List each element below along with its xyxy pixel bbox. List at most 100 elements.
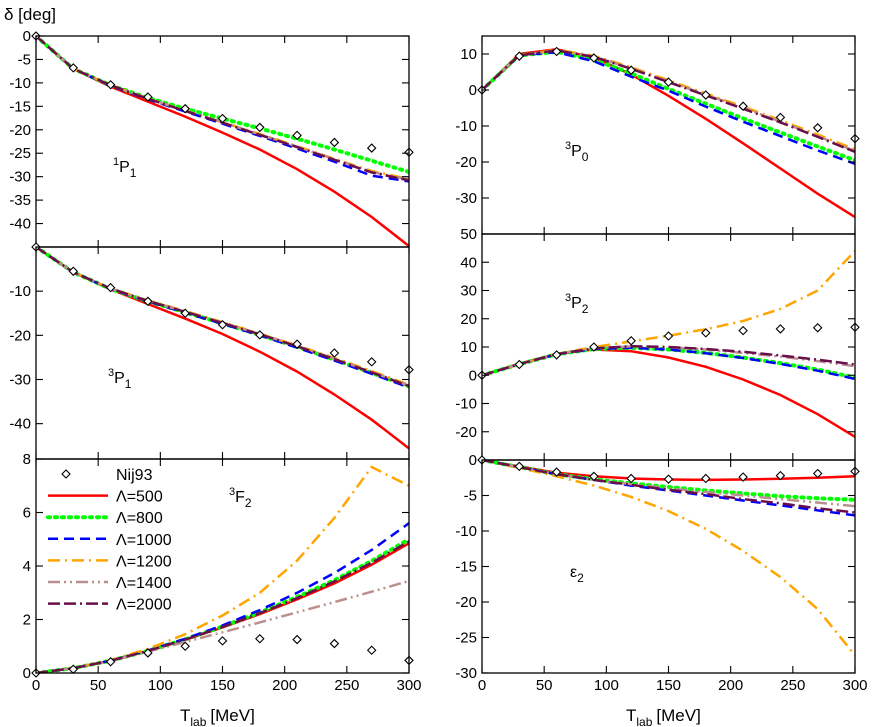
panel-3F2: 0 50 100 150 200 250 300 8 6 4 2 0 — [23, 451, 422, 694]
nij93-point — [514, 359, 525, 370]
nij93-point — [626, 65, 636, 75]
y-tick-label: -40 — [9, 416, 31, 433]
panel-title-3F2: 3F2 — [229, 486, 252, 510]
series-line-lambda-1400 — [482, 49, 855, 153]
x-tick-label: 250 — [780, 677, 805, 694]
y-tick-label: -10 — [9, 75, 31, 92]
series-line-lambda-500 — [36, 247, 409, 450]
nij93-point — [292, 634, 302, 645]
nij93-point — [626, 473, 636, 484]
nij93-point — [255, 122, 265, 133]
nij93-point — [329, 638, 340, 649]
series-line-lambda-1200 — [482, 48, 855, 151]
x-tick-label: 50 — [536, 677, 553, 694]
y-tick-label: -20 — [455, 424, 477, 441]
series-line-lambda-2000 — [482, 344, 855, 377]
nij93-point — [514, 51, 525, 61]
y-tick-label: -10 — [9, 283, 31, 300]
nij93-point — [775, 324, 786, 334]
nij93-point — [68, 63, 79, 73]
legend: Nij93 Λ=500 Λ=800 Λ=1000 Λ=1200 Λ=1400 Λ=2000 — [46, 467, 172, 614]
nij93-point — [589, 471, 599, 482]
nij93-point — [589, 342, 599, 352]
y-tick-label: -30 — [455, 190, 477, 207]
panel-3P0: 10 0 -10 -20 -30 — [455, 35, 860, 235]
nij93-point — [626, 336, 636, 346]
legend-label: Λ=1200 — [116, 553, 172, 570]
plot-frame — [481, 233, 856, 461]
y-tick-label: 0 — [469, 367, 477, 384]
series-line-lambda-1000 — [36, 36, 409, 183]
series-line-lambda-800 — [482, 49, 855, 163]
nij93-point — [701, 90, 711, 100]
series-line-lambda-500 — [482, 348, 855, 438]
y-tick-label: -10 — [455, 118, 477, 135]
y-tick-label: -20 — [455, 154, 477, 171]
nij93-point — [143, 92, 153, 102]
nij93-point — [366, 357, 377, 367]
nij93-point — [105, 282, 116, 293]
y-tick-label: 40 — [460, 254, 477, 271]
panel-1P1: 0 -5 -10 -15 -20 -25 -30 -35 -40 — [9, 28, 414, 248]
y-tick-label: -40 — [9, 216, 31, 233]
y-tick-label: -5 — [18, 51, 31, 68]
panel-title-1P1: 1P1 — [113, 156, 137, 180]
nij93-point — [217, 636, 228, 646]
series-line-lambda-1400 — [36, 36, 409, 181]
plot-frame — [481, 35, 856, 235]
series-line-lambda-1400 — [36, 247, 409, 387]
series-line-lambda-1000 — [36, 522, 409, 673]
x-axis-label-left: Tlab [MeV] — [180, 706, 255, 727]
x-tick-label: 0 — [32, 677, 40, 694]
y-tick-label: 2 — [23, 612, 31, 629]
series-line-lambda-800 — [482, 345, 855, 380]
x-tick-label: 0 — [478, 677, 486, 694]
series-line-lambda-1200 — [482, 250, 855, 377]
legend-marker-nij93 — [61, 469, 71, 479]
y-tick-label: 8 — [23, 451, 31, 468]
y-tick-label: -20 — [9, 327, 31, 344]
series-line-lambda-1000 — [482, 346, 855, 381]
nij93-point — [180, 308, 190, 319]
series-line-lambda-1200 — [482, 460, 855, 657]
series-line-lambda-800 — [36, 537, 409, 673]
nij93-point — [738, 472, 748, 482]
y-tick-label: -15 — [455, 559, 477, 576]
y-tick-label: 10 — [460, 46, 477, 63]
nij93-point — [589, 53, 599, 63]
nij93-point — [701, 473, 711, 484]
nij93-point — [366, 645, 377, 656]
nij93-point — [775, 470, 786, 481]
nij93-point — [329, 348, 340, 358]
nij93-point — [701, 328, 711, 338]
y-tick-label: 10 — [460, 339, 477, 356]
nij93-point — [68, 266, 79, 277]
nij93-point — [775, 112, 786, 123]
panel-title-3P2: 3P2 — [565, 292, 589, 316]
series-line-lambda-800 — [36, 36, 409, 174]
panel-3P1: -10 -20 -30 -40 — [9, 242, 414, 460]
legend-label: Λ=2000 — [116, 597, 172, 614]
series-line-lambda-500 — [36, 36, 409, 247]
nij93-point — [180, 641, 190, 652]
y-tick-label: 4 — [23, 558, 31, 575]
nij93-point — [292, 339, 302, 349]
y-tick-label: -30 — [9, 372, 31, 389]
series-line-lambda-1000 — [482, 50, 855, 165]
x-tick-label: 200 — [272, 677, 297, 694]
series-line-lambda-2000 — [482, 49, 855, 154]
nij93-point — [255, 330, 265, 340]
legend-label: Λ=500 — [116, 489, 163, 506]
y-tick-label: -30 — [455, 665, 477, 682]
y-tick-label: 30 — [460, 283, 477, 300]
nij93-point — [663, 331, 674, 341]
y-tick-label: 0 — [23, 665, 31, 682]
y-tick-label: 0 — [469, 452, 477, 469]
nij93-point — [812, 123, 823, 133]
panel-3P2: 50 40 30 20 10 0 -10 -20 — [455, 226, 860, 461]
panel-eps2: 0 50 100 150 200 250 300 0 -5 -10 -15 -20 -25 -30 — [455, 452, 867, 694]
series-line-lambda-1200 — [36, 36, 409, 181]
x-tick-label: 150 — [210, 677, 235, 694]
nij93-point — [812, 323, 823, 333]
